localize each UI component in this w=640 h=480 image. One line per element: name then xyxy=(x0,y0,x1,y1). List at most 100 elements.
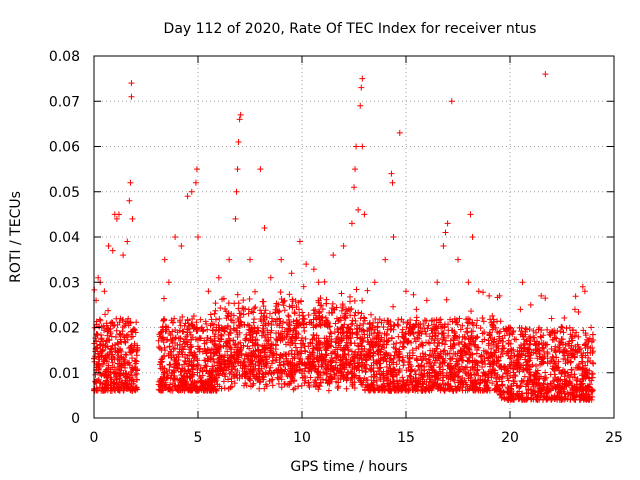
data-point xyxy=(123,351,130,358)
data-point xyxy=(234,367,241,374)
data-point xyxy=(252,304,259,311)
data-point xyxy=(463,381,470,388)
data-point xyxy=(256,385,263,392)
data-point xyxy=(428,327,435,334)
data-point xyxy=(490,318,497,325)
data-point xyxy=(446,355,453,362)
data-point xyxy=(319,306,326,313)
data-point xyxy=(474,317,481,324)
data-point xyxy=(377,349,384,356)
x-tick-label: 20 xyxy=(501,430,519,446)
data-point xyxy=(520,366,527,373)
data-point xyxy=(430,382,437,389)
data-point xyxy=(523,359,530,366)
data-point xyxy=(298,344,305,351)
data-point xyxy=(319,376,326,383)
data-point xyxy=(577,365,584,372)
data-point xyxy=(473,334,480,341)
data-point xyxy=(377,364,384,371)
data-point xyxy=(222,373,229,380)
data-point xyxy=(102,311,109,318)
data-point xyxy=(333,338,340,345)
data-point xyxy=(267,364,274,371)
data-point xyxy=(285,313,292,320)
data-point xyxy=(230,359,237,366)
data-point xyxy=(419,342,426,349)
data-point xyxy=(288,374,295,381)
data-point xyxy=(231,380,238,387)
data-point xyxy=(298,298,305,305)
data-point xyxy=(261,385,268,392)
data-point xyxy=(494,318,501,325)
data-point xyxy=(299,309,306,316)
data-point xyxy=(510,395,517,402)
data-point xyxy=(203,350,210,357)
data-point xyxy=(323,345,330,352)
data-point xyxy=(234,374,241,381)
data-point xyxy=(477,379,484,386)
data-point xyxy=(392,345,399,352)
data-point xyxy=(408,379,415,386)
data-point xyxy=(492,324,499,331)
data-point xyxy=(97,370,104,377)
data-point xyxy=(288,347,295,354)
data-point xyxy=(280,298,287,305)
data-point xyxy=(181,387,188,394)
data-point xyxy=(238,344,245,351)
data-point xyxy=(310,307,317,314)
data-point xyxy=(199,328,206,335)
data-point xyxy=(321,278,328,285)
data-point xyxy=(316,383,323,390)
data-point xyxy=(212,307,219,314)
data-point xyxy=(94,361,101,368)
data-point xyxy=(343,385,350,392)
data-point xyxy=(251,341,258,348)
data-point xyxy=(395,316,402,323)
data-point xyxy=(549,328,556,335)
data-point xyxy=(558,368,565,375)
axis-ticks: 0 0.01 0.02 0.03 0.04 0.05 0.06 0.07 0.08 0 5 10 15 2… xyxy=(49,49,623,446)
data-point xyxy=(441,323,448,330)
data-point xyxy=(538,326,545,333)
data-point xyxy=(406,372,413,379)
data-point xyxy=(342,350,349,357)
data-point xyxy=(440,366,447,373)
data-point xyxy=(193,319,200,326)
data-point xyxy=(326,380,333,387)
data-point xyxy=(548,357,555,364)
data-point xyxy=(244,343,251,350)
data-point xyxy=(325,377,332,384)
data-point xyxy=(507,373,514,380)
data-point xyxy=(427,358,434,365)
data-point xyxy=(337,314,344,321)
data-point xyxy=(310,382,317,389)
data-point xyxy=(528,395,535,402)
data-point xyxy=(212,300,219,307)
data-point xyxy=(224,323,231,330)
data-point xyxy=(274,336,281,343)
data-point xyxy=(188,359,195,366)
data-point xyxy=(508,382,515,389)
data-point xyxy=(397,339,404,346)
data-point xyxy=(473,350,480,357)
data-point xyxy=(274,374,281,381)
data-point xyxy=(419,374,426,381)
data-point xyxy=(551,347,558,354)
data-point xyxy=(554,393,561,400)
data-point xyxy=(342,344,349,351)
data-point xyxy=(117,372,124,379)
data-point xyxy=(564,369,571,376)
data-point xyxy=(439,372,446,379)
data-point xyxy=(204,346,211,353)
data-point xyxy=(160,317,167,324)
data-point xyxy=(255,353,262,360)
data-point xyxy=(232,359,239,366)
data-point xyxy=(316,353,323,360)
data-point xyxy=(281,307,288,314)
data-point xyxy=(396,385,403,392)
data-point xyxy=(544,396,551,403)
data-point xyxy=(121,356,128,363)
data-point xyxy=(281,328,288,335)
data-point xyxy=(255,346,262,353)
data-point xyxy=(455,373,462,380)
